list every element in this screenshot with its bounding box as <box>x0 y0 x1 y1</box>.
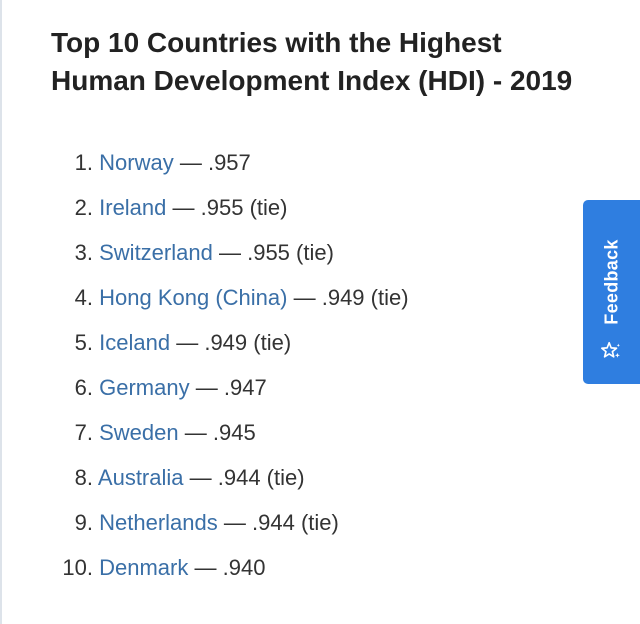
list-item: 4. Hong Kong (China) — .949 (tie) <box>50 275 409 320</box>
separator: — <box>189 465 212 490</box>
separator: — <box>172 195 195 220</box>
separator: — <box>218 240 241 265</box>
rank-number: 6. <box>74 375 93 400</box>
list-item: 9. Netherlands — .944 (tie) <box>50 500 409 545</box>
hdi-score: .949 (tie) <box>321 285 409 310</box>
hdi-score: .940 <box>222 555 266 580</box>
list-item: 7. Sweden — .945 <box>50 410 409 455</box>
rank-number: 5. <box>74 330 93 355</box>
hdi-score: .949 (tie) <box>204 330 292 355</box>
country-link[interactable]: Denmark <box>99 555 189 580</box>
feedback-button[interactable]: Feedback <box>583 200 640 384</box>
sparkle-star-icon <box>601 341 620 358</box>
separator: — <box>179 150 202 175</box>
page-title: Top 10 Countries with the Highest Human … <box>51 27 573 96</box>
hdi-score: .944 (tie) <box>252 510 339 535</box>
list-item: 2. Ireland — .955 (tie) <box>50 185 409 230</box>
list-item: 1. Norway — .957 <box>50 140 409 185</box>
rank-number: 4. <box>74 285 93 310</box>
rank-number: 7. <box>74 420 93 445</box>
country-link[interactable]: Netherlands <box>99 510 218 535</box>
separator: — <box>194 555 217 580</box>
list-item: 5. Iceland — .949 (tie) <box>50 320 409 365</box>
country-link[interactable]: Norway <box>99 150 174 175</box>
separator: — <box>184 420 207 445</box>
country-link[interactable]: Hong Kong (China) <box>99 285 288 310</box>
separator: — <box>195 375 218 400</box>
hdi-score: .957 <box>207 150 251 175</box>
rank-number: 3. <box>74 240 93 265</box>
rank-number: 1. <box>74 150 93 175</box>
rank-number: 8. <box>74 465 93 490</box>
country-link[interactable]: Australia <box>97 465 184 490</box>
separator: — <box>223 510 246 535</box>
hdi-ranking-list: 1. Norway — .957 2. Ireland — .955 (tie)… <box>50 140 409 590</box>
country-link[interactable]: Switzerland <box>99 240 213 265</box>
country-link[interactable]: Sweden <box>99 420 179 445</box>
rank-number: 10. <box>62 555 93 580</box>
rank-number: 9. <box>74 510 93 535</box>
list-item: 10. Denmark — .940 <box>50 545 409 590</box>
hdi-score: .945 <box>212 420 256 445</box>
list-item: 3. Switzerland — .955 (tie) <box>50 230 409 275</box>
hdi-score: .955 (tie) <box>247 240 334 265</box>
list-item: 8. Australia — .944 (tie) <box>50 455 409 500</box>
hdi-score: .944 (tie) <box>217 465 305 490</box>
rank-number: 2. <box>74 195 93 220</box>
feedback-label: Feedback <box>601 239 621 325</box>
hdi-score: .955 (tie) <box>200 195 288 220</box>
list-item: 6. Germany — .947 <box>50 365 409 410</box>
country-link[interactable]: Ireland <box>99 195 167 220</box>
separator: — <box>176 330 199 355</box>
separator: — <box>293 285 316 310</box>
country-link[interactable]: Germany <box>99 375 190 400</box>
left-border <box>0 0 2 624</box>
hdi-score: .947 <box>223 375 267 400</box>
country-link[interactable]: Iceland <box>99 330 171 355</box>
